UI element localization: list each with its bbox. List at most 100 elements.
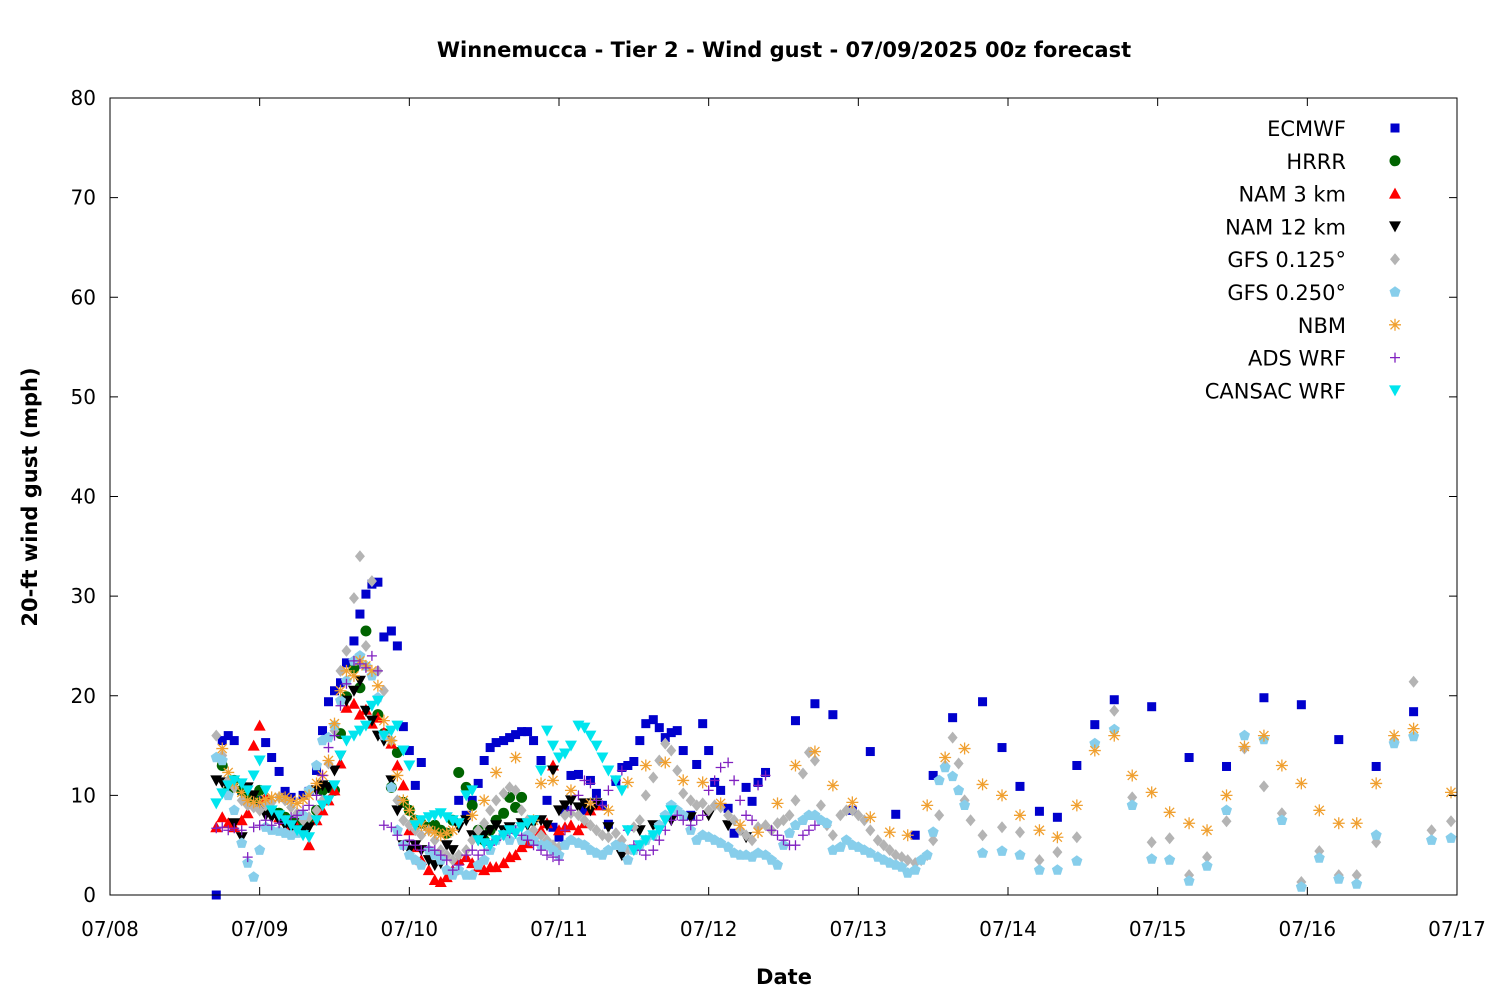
data-point bbox=[1163, 806, 1176, 819]
data-point bbox=[210, 798, 223, 810]
data-point bbox=[385, 781, 397, 793]
data-point bbox=[354, 550, 365, 563]
data-point bbox=[403, 760, 416, 772]
data-point bbox=[697, 797, 708, 810]
data-point bbox=[703, 785, 714, 796]
data-point bbox=[241, 785, 254, 797]
data-point bbox=[260, 815, 271, 826]
data-point bbox=[747, 796, 757, 806]
data-point bbox=[1408, 730, 1420, 742]
x-tick-label: 07/11 bbox=[530, 917, 588, 941]
data-point bbox=[579, 775, 590, 786]
data-point bbox=[341, 658, 351, 668]
y-tick-label: 30 bbox=[71, 584, 96, 608]
data-point bbox=[242, 852, 253, 863]
data-point bbox=[965, 814, 976, 827]
y-tick-label: 20 bbox=[71, 684, 96, 708]
data-point bbox=[303, 839, 316, 851]
data-point bbox=[729, 775, 740, 786]
data-point bbox=[584, 730, 597, 742]
data-point bbox=[385, 725, 398, 737]
y-axis: 0 10 20 30 40 50 60 70 80 bbox=[71, 86, 1457, 907]
x-axis-label: Date bbox=[756, 965, 812, 989]
data-point bbox=[1408, 675, 1419, 688]
legend-label: GFS 0.250° bbox=[1227, 281, 1346, 305]
data-point bbox=[723, 809, 734, 822]
data-point bbox=[354, 658, 365, 669]
data-point bbox=[247, 739, 260, 751]
data-point bbox=[1146, 836, 1157, 849]
data-point bbox=[1108, 729, 1121, 742]
data-point bbox=[379, 632, 389, 642]
data-point bbox=[654, 835, 665, 846]
data-point bbox=[934, 809, 945, 822]
data-point bbox=[615, 850, 628, 862]
data-point bbox=[722, 841, 734, 852]
data-point bbox=[416, 845, 427, 856]
data-point bbox=[677, 774, 690, 787]
data-point bbox=[473, 778, 483, 788]
data-point bbox=[809, 754, 820, 767]
data-point bbox=[1313, 852, 1325, 863]
data-point bbox=[790, 794, 801, 807]
data-point bbox=[441, 855, 452, 866]
data-point bbox=[1126, 799, 1138, 810]
data-point bbox=[584, 797, 597, 810]
data-point bbox=[697, 810, 708, 821]
data-point bbox=[976, 778, 989, 791]
data-point bbox=[222, 780, 235, 792]
data-point bbox=[558, 748, 571, 760]
data-point bbox=[229, 736, 239, 746]
data-point bbox=[1388, 729, 1401, 742]
data-point bbox=[1033, 824, 1046, 837]
data-point bbox=[484, 825, 497, 837]
data-point bbox=[1351, 878, 1363, 889]
data-point bbox=[523, 727, 533, 737]
data-point bbox=[639, 835, 652, 847]
data-point bbox=[335, 678, 345, 688]
data-point bbox=[772, 859, 783, 870]
x-tick-label: 07/10 bbox=[381, 917, 439, 941]
data-point bbox=[478, 830, 491, 842]
data-point bbox=[254, 844, 266, 855]
data-point bbox=[429, 845, 440, 856]
data-point bbox=[1201, 860, 1213, 871]
data-point bbox=[883, 826, 896, 839]
data-point bbox=[947, 770, 959, 782]
data-point bbox=[265, 812, 278, 824]
data-point bbox=[360, 662, 371, 673]
data-point bbox=[1445, 786, 1458, 799]
data-point bbox=[648, 771, 659, 784]
data-point bbox=[440, 812, 453, 824]
data-point bbox=[790, 716, 800, 726]
data-point bbox=[1126, 769, 1139, 782]
data-point bbox=[735, 795, 746, 806]
data-point bbox=[460, 790, 473, 802]
data-point bbox=[602, 844, 614, 855]
data-point bbox=[478, 864, 491, 876]
legend-label: CANSAC WRF bbox=[1205, 379, 1346, 403]
data-point bbox=[216, 754, 228, 766]
data-point bbox=[341, 644, 352, 657]
data-point bbox=[515, 841, 528, 853]
data-point bbox=[217, 736, 227, 746]
y-tick-label: 10 bbox=[71, 783, 96, 807]
data-point bbox=[741, 782, 751, 792]
data-point bbox=[747, 815, 758, 826]
data-point bbox=[473, 824, 484, 837]
data-point bbox=[921, 849, 933, 860]
data-point bbox=[391, 759, 404, 771]
data-point bbox=[958, 742, 971, 755]
data-point bbox=[609, 775, 622, 787]
data-point bbox=[685, 794, 696, 807]
data-point bbox=[1334, 735, 1344, 745]
data-point bbox=[453, 766, 465, 778]
legend-label: NAM 12 km bbox=[1225, 215, 1346, 239]
data-point bbox=[1014, 826, 1025, 839]
data-point bbox=[591, 824, 602, 837]
data-point bbox=[977, 829, 988, 842]
data-point bbox=[760, 770, 771, 781]
data-point bbox=[285, 794, 298, 807]
data-point bbox=[461, 850, 472, 861]
